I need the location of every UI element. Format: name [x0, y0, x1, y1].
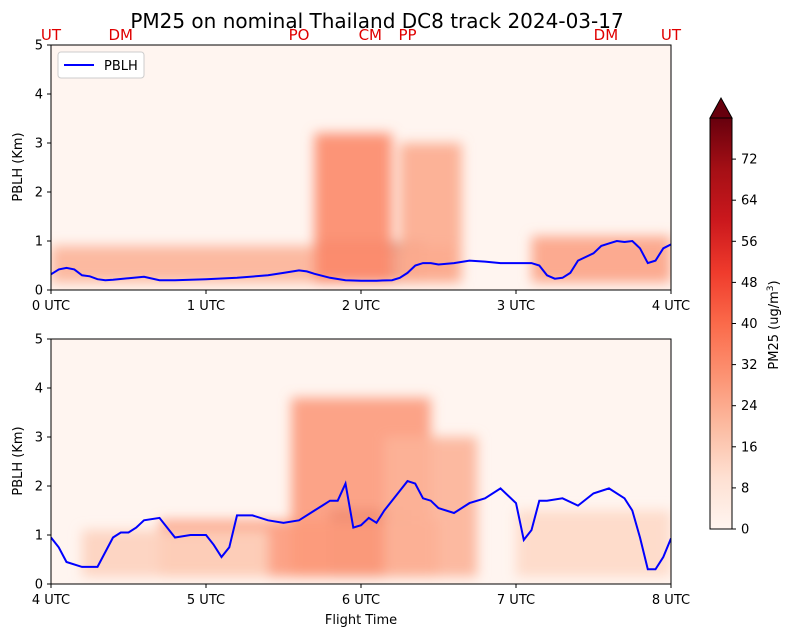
legend-entry-pblh: PBLH: [104, 59, 138, 74]
site-label-pp: PP: [398, 26, 416, 44]
top-y-ticks: 0 1 2 3 4 5: [35, 39, 51, 299]
bottom-y-ticks: 0 1 2 3 4 5: [35, 333, 51, 593]
legend: PBLH: [57, 51, 145, 79]
bottom-y-tick-label: 4: [35, 382, 43, 397]
colorbar-tick-label: 8: [741, 481, 749, 496]
bottom-x-tick-label: 7 UTC: [497, 593, 535, 608]
bottom-x-tick-label: 4 UTC: [32, 593, 70, 608]
bottom-y-tick-label: 5: [35, 333, 43, 348]
colorbar-label: PM25 (ug/m3): [766, 280, 782, 369]
top-pblh-line: [51, 239, 671, 282]
colorbar-tick-label: 72: [741, 153, 758, 168]
bottom-pblh-line-group: [51, 479, 671, 571]
top-pm25-feature: [314, 133, 392, 283]
top-y-tick-label: 4: [35, 88, 43, 103]
top-pm25-feature: [399, 143, 462, 283]
bottom-x-tick-label: 8 UTC: [652, 593, 690, 608]
bottom-x-axis-label: Flight Time: [325, 613, 397, 628]
top-y-tick-label: 0: [35, 284, 43, 299]
top-y-tick-label: 3: [35, 137, 43, 152]
colorbar-tick-label: 64: [741, 194, 758, 209]
figure-title: PM25 on nominal Thailand DC8 track 2024-…: [130, 9, 623, 33]
site-label-dm: DM: [594, 26, 619, 44]
colorbar-body: [709, 117, 733, 530]
top-y-axis-label: PBLH (Km): [11, 132, 26, 201]
top-x-ticks: 0 UTC 1 UTC 2 UTC 3 UTC 4 UTC: [32, 290, 690, 314]
bottom-pm25-field: [82, 397, 671, 577]
colorbar-tick-label: 56: [741, 235, 758, 250]
colorbar-tick-label: 0: [741, 523, 749, 538]
colorbar-label-sup: 3: [766, 286, 776, 292]
colorbar-tick-label: 32: [741, 358, 758, 373]
top-pm25-feature: [531, 236, 671, 283]
colorbar-tick-label: 48: [741, 276, 758, 291]
top-x-tick-label: 0 UTC: [32, 299, 70, 314]
top-y-tick-label: 2: [35, 186, 43, 201]
top-pm25-field: [51, 133, 671, 283]
site-label-ut: UT: [661, 26, 682, 44]
bottom-y-axis-label: PBLH (Km): [11, 426, 26, 495]
top-x-tick-label: 1 UTC: [187, 299, 225, 314]
bottom-x-tick-label: 5 UTC: [187, 593, 225, 608]
bottom-panel: 0 1 2 3 4 5 4 UTC 5 UTC 6 UTC 7 UTC 8 UTC PBLH (K…: [11, 333, 690, 629]
site-label-dm: DM: [109, 26, 134, 44]
bottom-pblh-line: [51, 479, 671, 571]
bottom-pm25-feature: [384, 437, 478, 577]
top-x-tick-label: 3 UTC: [497, 299, 535, 314]
colorbar: 0 8 16 24 32 40 48 56 64 72 PM25 (ug/m3): [709, 96, 782, 538]
top-x-tick-label: 4 UTC: [652, 299, 690, 314]
top-y-tick-label: 1: [35, 235, 43, 250]
top-pblh-line-group: [51, 239, 671, 282]
site-label-ut: UT: [41, 26, 62, 44]
top-x-tick-label: 2 UTC: [342, 299, 380, 314]
colorbar-ticks: 0 8 16 24 32 40 48 56 64 72: [732, 153, 758, 538]
legend-box: [57, 51, 145, 79]
bottom-y-tick-label: 1: [35, 529, 43, 544]
bottom-pm25-feature: [516, 510, 671, 577]
colorbar-tick-label: 24: [741, 399, 758, 414]
bottom-x-tick-label: 6 UTC: [342, 593, 380, 608]
colorbar-label-close: ): [767, 280, 782, 285]
bottom-y-tick-label: 3: [35, 431, 43, 446]
bottom-y-tick-label: 2: [35, 480, 43, 495]
site-label-po: PO: [289, 26, 310, 44]
colorbar-label-text: PM25 (ug/m: [767, 291, 782, 369]
site-label-cm: CM: [359, 26, 382, 44]
colorbar-tick-label: 16: [741, 440, 758, 455]
colorbar-tick-label: 40: [741, 317, 758, 332]
bottom-y-tick-label: 0: [35, 578, 43, 593]
top-y-tick-label: 5: [35, 39, 43, 54]
site-labels: UT DM PO CM PP DM UT: [41, 26, 682, 44]
colorbar-extend-arrow: [709, 96, 733, 119]
bottom-x-ticks: 4 UTC 5 UTC 6 UTC 7 UTC 8 UTC: [32, 584, 690, 608]
top-panel: UT DM PO CM PP DM UT 0 1 2 3 4 5 0 UTC 1 UTC 2 UTC 3 U…: [11, 26, 690, 314]
